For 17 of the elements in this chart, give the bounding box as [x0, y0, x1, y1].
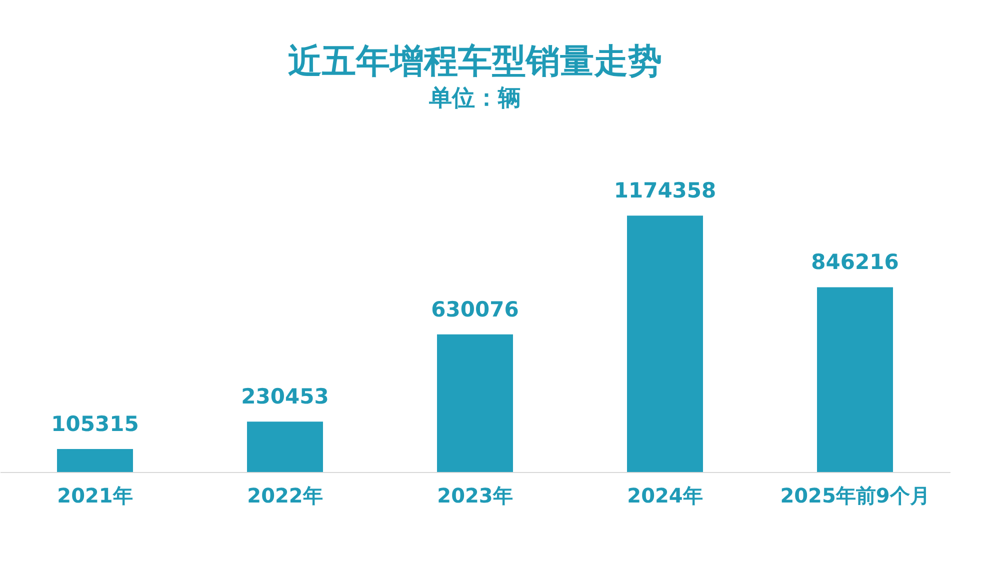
bar	[437, 334, 513, 472]
x-tick-label: 2024年	[627, 484, 703, 508]
data-label: 630076	[431, 297, 519, 322]
bar	[57, 449, 133, 472]
data-label: 1174358	[614, 178, 716, 203]
bar	[247, 422, 323, 472]
data-label: 230453	[241, 384, 329, 409]
bar	[627, 216, 703, 472]
chart-subtitle: 单位：辆	[428, 86, 521, 112]
x-tick-label: 2022年	[247, 484, 323, 508]
x-tick-label: 2021年	[57, 484, 133, 508]
data-label: 846216	[811, 250, 899, 274]
x-tick-label: 2023年	[437, 484, 513, 508]
x-tick-label: 2025年前9个月	[780, 484, 930, 508]
bar	[817, 287, 893, 472]
data-label: 105315	[51, 412, 139, 436]
chart-title: 近五年增程车型销量走势	[288, 42, 662, 82]
